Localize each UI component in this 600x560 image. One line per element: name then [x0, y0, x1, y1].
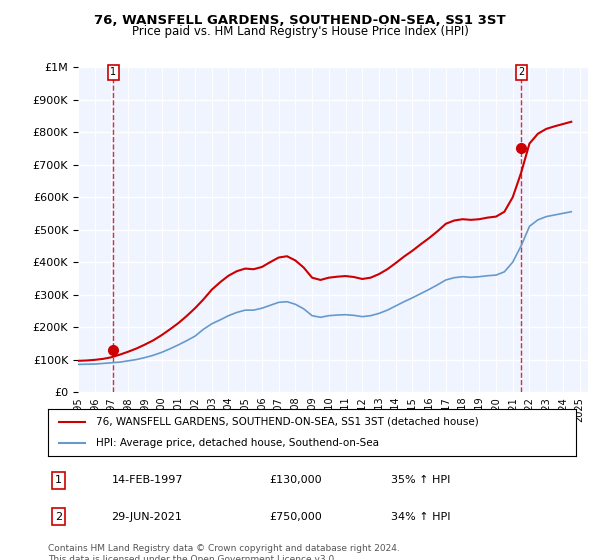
Text: 2: 2 — [55, 512, 62, 521]
Text: 35% ↑ HPI: 35% ↑ HPI — [391, 475, 451, 485]
Text: 2: 2 — [518, 67, 524, 77]
Text: HPI: Average price, detached house, Southend-on-Sea: HPI: Average price, detached house, Sout… — [95, 438, 379, 448]
Text: 76, WANSFELL GARDENS, SOUTHEND-ON-SEA, SS1 3ST (detached house): 76, WANSFELL GARDENS, SOUTHEND-ON-SEA, S… — [95, 417, 478, 427]
Text: 29-JUN-2021: 29-JUN-2021 — [112, 512, 182, 521]
Text: 76, WANSFELL GARDENS, SOUTHEND-ON-SEA, SS1 3ST: 76, WANSFELL GARDENS, SOUTHEND-ON-SEA, S… — [94, 14, 506, 27]
Text: 1: 1 — [110, 67, 116, 77]
Text: Contains HM Land Registry data © Crown copyright and database right 2024.
This d: Contains HM Land Registry data © Crown c… — [48, 544, 400, 560]
Text: 14-FEB-1997: 14-FEB-1997 — [112, 475, 183, 485]
Text: £750,000: £750,000 — [270, 512, 323, 521]
Text: £130,000: £130,000 — [270, 475, 322, 485]
Text: Price paid vs. HM Land Registry's House Price Index (HPI): Price paid vs. HM Land Registry's House … — [131, 25, 469, 38]
Text: 1: 1 — [55, 475, 62, 485]
Text: 34% ↑ HPI: 34% ↑ HPI — [391, 512, 451, 521]
